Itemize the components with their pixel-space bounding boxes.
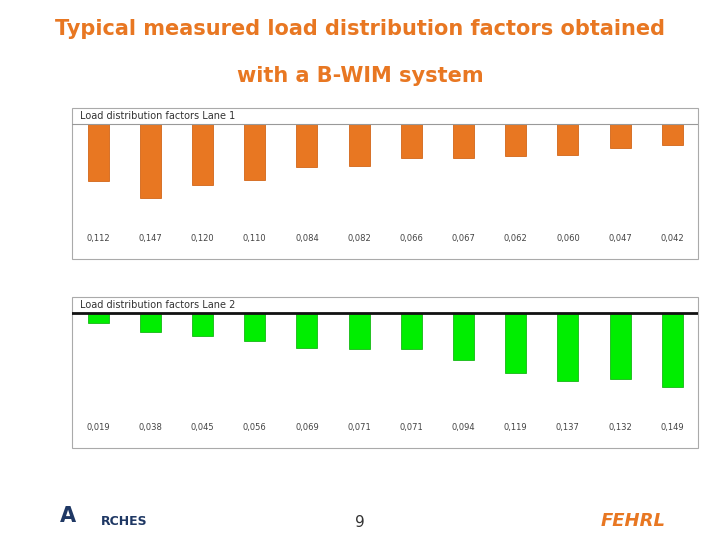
Text: 0,066: 0,066 (400, 234, 423, 243)
Bar (348, 124, 369, 166)
Bar (244, 313, 265, 341)
Text: 0,047: 0,047 (608, 234, 632, 243)
Text: 0,062: 0,062 (504, 234, 528, 243)
Bar (140, 124, 161, 199)
Text: 0,071: 0,071 (400, 423, 423, 432)
Text: 0,132: 0,132 (608, 423, 632, 432)
Text: 0,038: 0,038 (138, 423, 162, 432)
Text: 0,094: 0,094 (451, 423, 475, 432)
Bar (192, 124, 213, 185)
Bar (453, 313, 474, 360)
Text: 0,019: 0,019 (86, 423, 110, 432)
Text: 0,112: 0,112 (86, 234, 110, 243)
Bar (192, 313, 213, 336)
Text: RCHES: RCHES (101, 515, 148, 528)
Text: 0,119: 0,119 (504, 423, 528, 432)
Text: 0,120: 0,120 (191, 234, 215, 243)
Bar (88, 313, 109, 323)
Text: 0,042: 0,042 (660, 234, 684, 243)
Text: 0,149: 0,149 (660, 423, 684, 432)
Bar (401, 313, 422, 349)
Bar (505, 313, 526, 373)
Bar (505, 124, 526, 156)
Bar (557, 313, 578, 381)
Text: Load distribution factors Lane 2: Load distribution factors Lane 2 (80, 300, 235, 310)
Text: 0,060: 0,060 (556, 234, 580, 243)
Text: with a B-WIM system: with a B-WIM system (237, 66, 483, 86)
Bar (401, 124, 422, 158)
Text: A: A (60, 505, 76, 526)
Bar (297, 124, 318, 167)
Text: Typical measured load distribution factors obtained: Typical measured load distribution facto… (55, 19, 665, 39)
Text: 0,071: 0,071 (347, 423, 371, 432)
Bar (453, 124, 474, 158)
Text: 0,084: 0,084 (295, 234, 319, 243)
Bar (88, 124, 109, 181)
Bar (140, 313, 161, 332)
Text: 0,147: 0,147 (138, 234, 162, 243)
Text: 0,045: 0,045 (191, 423, 215, 432)
Text: 0,082: 0,082 (347, 234, 371, 243)
Bar (610, 313, 631, 379)
Bar (348, 313, 369, 349)
Bar (297, 313, 318, 348)
Text: 0,069: 0,069 (295, 423, 319, 432)
Bar (662, 313, 683, 388)
Text: 0,137: 0,137 (556, 423, 580, 432)
Text: 0,110: 0,110 (243, 234, 266, 243)
Bar (244, 124, 265, 180)
Bar (662, 124, 683, 145)
Text: 0,056: 0,056 (243, 423, 266, 432)
Text: FEHRL: FEHRL (601, 511, 666, 530)
Text: Load distribution factors Lane 1: Load distribution factors Lane 1 (80, 111, 235, 121)
Bar (610, 124, 631, 148)
Text: 9: 9 (355, 516, 365, 530)
Text: 0,067: 0,067 (451, 234, 475, 243)
Bar (557, 124, 578, 154)
